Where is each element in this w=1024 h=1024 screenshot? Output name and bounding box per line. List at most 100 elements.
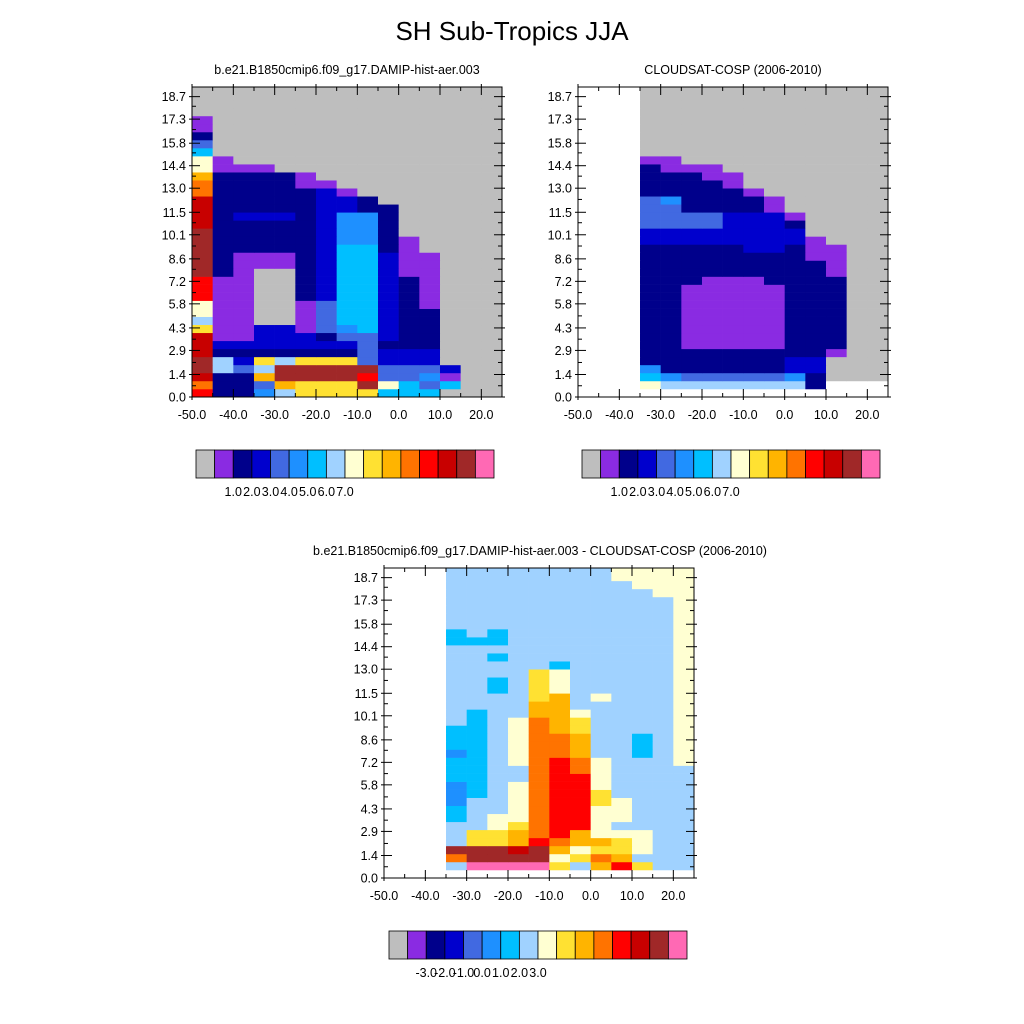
y-tick-label: 7.2 xyxy=(169,275,186,289)
heatmap-cell-obs xyxy=(702,380,723,390)
heatmap-cell-model xyxy=(192,204,213,213)
heatmap-cell-model xyxy=(212,204,234,213)
heatmap-cell-model xyxy=(274,388,296,398)
heatmap-cell-obs xyxy=(743,220,765,229)
heatmap-cell-diff xyxy=(404,685,426,694)
heatmap-cell-obs xyxy=(578,348,599,358)
heatmap-cell-diff xyxy=(652,797,674,807)
heatmap-cell-diff xyxy=(632,588,653,598)
heatmap-cell-diff xyxy=(590,789,612,798)
colorbar-swatch-model xyxy=(419,449,439,479)
heatmap-cell-obs xyxy=(578,87,599,101)
heatmap-cell-diff xyxy=(508,645,529,654)
heatmap-cell-obs xyxy=(784,115,806,125)
heatmap-cell-obs xyxy=(619,388,641,398)
heatmap-cell-model xyxy=(357,324,379,334)
heatmap-cell-model xyxy=(378,236,399,245)
heatmap-cell-obs xyxy=(619,348,641,358)
y-tick-label: 17.3 xyxy=(354,594,378,608)
heatmap-cell-obs xyxy=(784,188,806,197)
heatmap-cell-obs xyxy=(784,284,806,293)
heatmap-cell-model xyxy=(398,188,420,197)
heatmap-cell-diff xyxy=(404,629,426,638)
heatmap-cell-diff xyxy=(590,845,612,855)
heatmap-cell-model xyxy=(440,188,461,197)
heatmap-cell-obs xyxy=(743,348,765,358)
x-tick-label: -40.0 xyxy=(219,408,248,422)
heatmap-cell-model xyxy=(233,236,255,245)
heatmap-cell-obs xyxy=(598,156,620,165)
heatmap-cell-obs xyxy=(660,87,682,101)
heatmap-cell-diff xyxy=(487,733,509,742)
heatmap-cell-obs xyxy=(660,131,682,141)
heatmap-cell-diff xyxy=(384,797,405,807)
heatmap-cell-obs xyxy=(826,252,847,261)
heatmap-cell-diff xyxy=(590,661,612,670)
heatmap-cell-model xyxy=(316,204,337,213)
heatmap-cell-model xyxy=(254,268,275,277)
heatmap-cell-diff xyxy=(384,612,405,622)
heatmap-cell-diff xyxy=(632,661,653,670)
heatmap-cell-model xyxy=(419,164,441,173)
heatmap-cell-diff xyxy=(611,781,633,790)
heatmap-cell-diff xyxy=(466,725,488,734)
heatmap-cell-model xyxy=(254,308,275,317)
heatmap-cell-obs xyxy=(867,268,889,277)
heatmap-cell-obs xyxy=(826,300,847,309)
colorbar-swatch-obs xyxy=(749,449,769,479)
heatmap-cell-model xyxy=(233,316,255,326)
heatmap-cell-diff xyxy=(384,645,405,654)
heatmap-cell-obs xyxy=(619,292,641,301)
heatmap-cell-model xyxy=(440,268,461,277)
heatmap-cell-model xyxy=(460,348,482,358)
heatmap-cell-diff xyxy=(404,805,426,815)
heatmap-cell-obs xyxy=(660,180,682,189)
heatmap-cell-obs xyxy=(805,188,827,197)
heatmap-cell-obs xyxy=(764,292,785,301)
heatmap-cell-model xyxy=(274,340,296,350)
heatmap-cell-obs xyxy=(805,284,827,293)
heatmap-cell-obs xyxy=(578,180,599,189)
heatmap-cell-obs xyxy=(598,340,620,350)
heatmap-cell-model xyxy=(440,316,461,326)
heatmap-cell-model xyxy=(357,252,379,261)
heatmap-cell-obs xyxy=(660,156,682,165)
heatmap-cell-obs xyxy=(826,228,847,237)
heatmap-cell-obs xyxy=(826,332,847,342)
colorbar-swatch-model xyxy=(270,449,290,479)
heatmap-cell-diff xyxy=(549,797,571,807)
heatmap-cell-obs xyxy=(867,316,889,326)
heatmap-cell-diff xyxy=(673,861,695,871)
heatmap-cell-obs xyxy=(764,188,785,197)
heatmap-cell-model xyxy=(274,140,296,149)
heatmap-cell-obs xyxy=(784,364,806,374)
heatmap-cell-diff xyxy=(466,669,488,678)
heatmap-cell-model xyxy=(419,107,441,117)
heatmap-cell-diff xyxy=(404,741,426,750)
heatmap-cell-diff xyxy=(528,596,550,606)
heatmap-cell-diff xyxy=(446,596,467,606)
heatmap-cell-model xyxy=(212,268,234,277)
heatmap-cell-diff xyxy=(404,669,426,678)
heatmap-cell-diff xyxy=(425,568,447,582)
heatmap-cell-obs xyxy=(681,372,703,382)
heatmap-cell-model xyxy=(233,332,255,342)
heatmap-cell-diff xyxy=(632,621,653,630)
heatmap-cell-obs xyxy=(846,388,868,398)
heatmap-cell-diff xyxy=(404,612,426,622)
heatmap-cell-diff xyxy=(384,709,405,718)
heatmap-cell-model xyxy=(378,364,399,374)
heatmap-cell-diff xyxy=(508,733,529,742)
heatmap-cell-model xyxy=(274,228,296,237)
heatmap-cell-model xyxy=(192,340,213,350)
heatmap-cell-model xyxy=(419,284,441,293)
heatmap-cell-model xyxy=(192,180,213,189)
heatmap-cell-obs xyxy=(640,372,661,382)
heatmap-cell-diff xyxy=(466,661,488,670)
heatmap-cell-diff xyxy=(404,645,426,654)
heatmap-cell-obs xyxy=(846,372,868,382)
heatmap-cell-diff xyxy=(632,701,653,710)
heatmap-cell-diff xyxy=(652,693,674,702)
heatmap-cell-obs xyxy=(702,252,723,261)
heatmap-cell-diff xyxy=(508,773,529,782)
